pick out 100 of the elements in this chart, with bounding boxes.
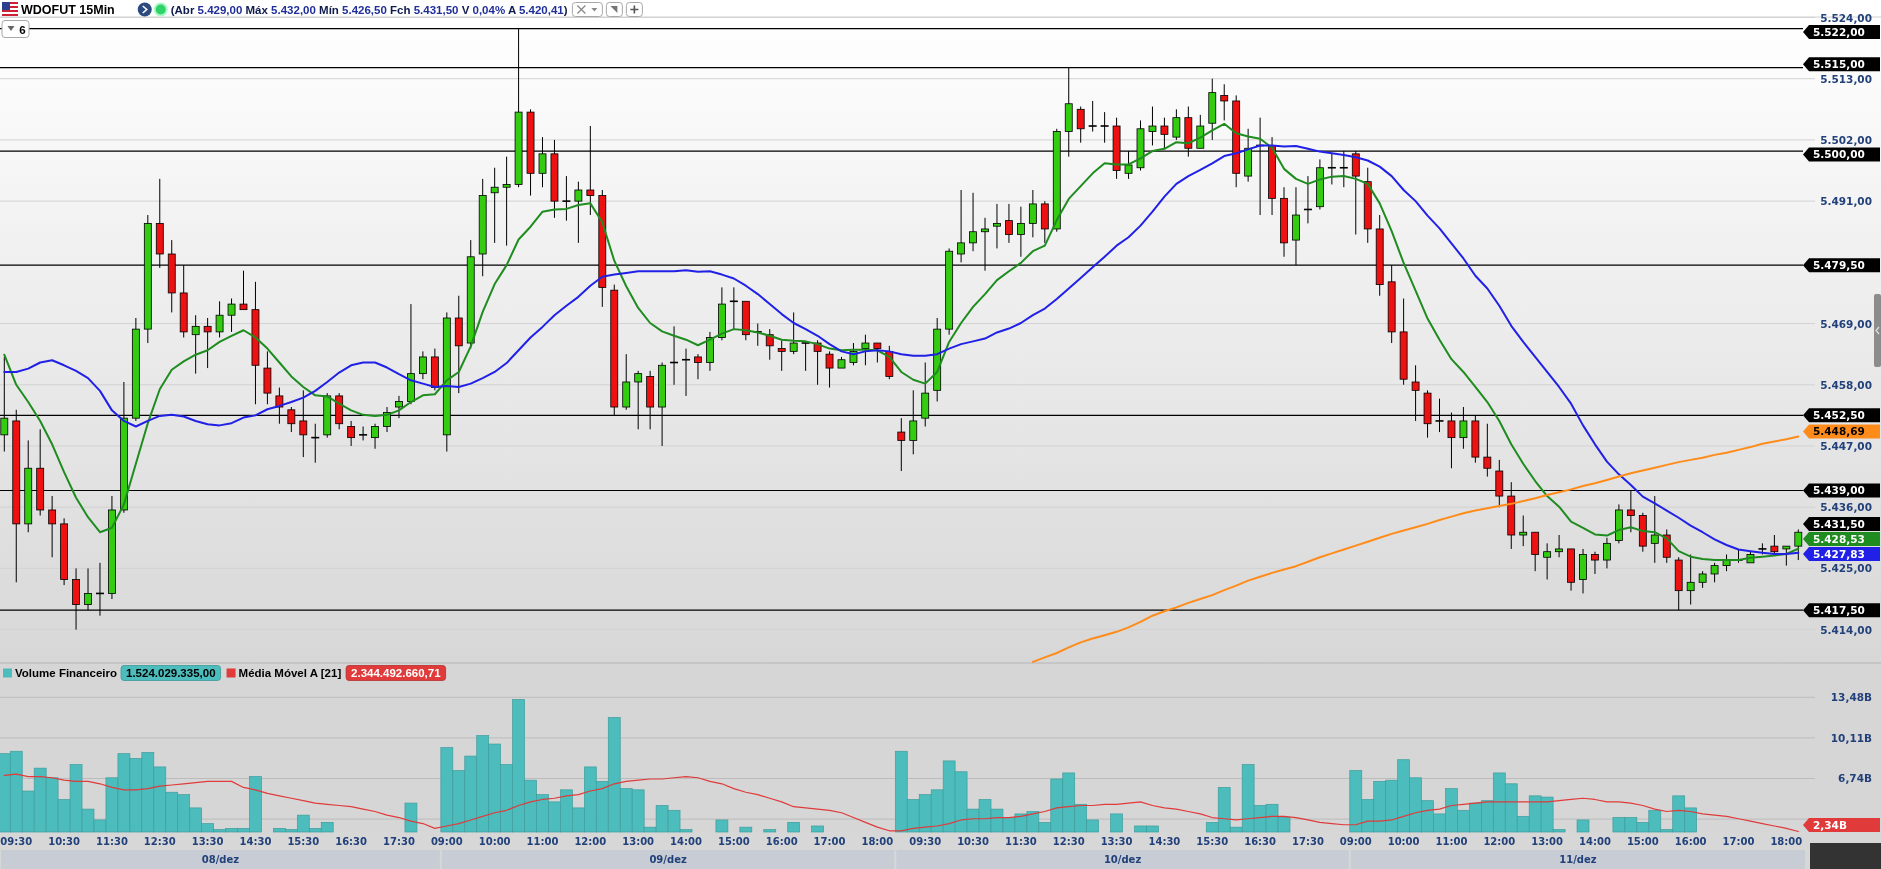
x-tick-label: 15:30 <box>287 836 320 847</box>
candlestick <box>1160 117 1169 149</box>
x-tick-label: 10:30 <box>48 836 81 847</box>
candlestick <box>574 181 583 244</box>
text: 09/dez <box>649 854 687 865</box>
x-tick-label: 17:30 <box>1292 836 1324 847</box>
x-tick-label: 12:00 <box>574 836 607 847</box>
candlestick <box>419 350 427 380</box>
x-tick-label: 18:00 <box>1770 836 1803 847</box>
candlestick <box>1087 100 1098 133</box>
y-tick-label: 5.414,00 <box>1820 623 1872 636</box>
y-tick-label: 13,48B <box>1830 691 1872 704</box>
line-series <box>3 773 1799 833</box>
x-tick-label: 15:00 <box>717 836 750 847</box>
candlestick <box>873 342 882 364</box>
candlestick <box>1770 534 1779 555</box>
x-tick-label: 14:30 <box>1148 836 1181 847</box>
candlestick <box>239 270 248 311</box>
ref-line-label: 5.500,00 <box>1813 148 1865 161</box>
y-tick-label: 5.458,00 <box>1820 378 1872 391</box>
x-tick-label: 15:30 <box>1196 836 1229 847</box>
x-tick-label: 13:30 <box>191 836 224 847</box>
x-tick-label: 12:00 <box>1483 836 1516 847</box>
y-tick-label: 6,74B <box>1838 772 1872 785</box>
x-tick-label: 12:30 <box>143 836 176 847</box>
annotation: 1.524.029.335,00 <box>126 667 216 679</box>
candlestick <box>1005 203 1013 244</box>
x-tick-label: 15:00 <box>1626 836 1659 847</box>
legend-label: Média Móvel A [21] <box>238 667 342 679</box>
candlestick <box>777 339 786 372</box>
data-label: 5.427,83 <box>1813 547 1865 560</box>
candlestick <box>729 286 739 330</box>
y-tick-label: 5.425,00 <box>1820 562 1872 575</box>
y-tick-label: 5.447,00 <box>1820 439 1872 452</box>
candlestick <box>1662 528 1671 564</box>
annotation: 6 <box>19 23 26 36</box>
x-tick-label: 09:00 <box>1339 836 1372 847</box>
x-tick-label: 17:00 <box>813 836 846 847</box>
annotation: 2.344.492.660,71 <box>351 667 442 679</box>
candlestick <box>957 189 965 263</box>
x-tick-label: 16:30 <box>1244 836 1277 847</box>
x-tick-label: 13:00 <box>622 836 655 847</box>
candlestick <box>502 156 511 247</box>
candlestick <box>1543 542 1552 581</box>
x-tick-label: 11:30 <box>96 836 128 847</box>
x-tick-label: 10:30 <box>957 836 990 847</box>
data-label: 5.448,69 <box>1813 425 1865 438</box>
candlestick <box>1483 423 1492 478</box>
candlestick <box>215 300 224 338</box>
candlestick <box>1555 534 1563 558</box>
candlestick <box>1172 108 1181 141</box>
y-tick-label: 5.524,00 <box>1820 11 1872 24</box>
candlestick <box>789 311 798 355</box>
x-tick-label: 11:30 <box>1004 836 1037 847</box>
candlestick <box>993 203 1001 249</box>
candlestick <box>1603 537 1611 569</box>
candlestick <box>227 298 236 333</box>
y-tick-label: 5.436,00 <box>1820 501 1872 514</box>
y-tick-label: 5.491,00 <box>1820 195 1872 208</box>
candlestick <box>1076 106 1085 144</box>
line-series <box>1031 435 1800 663</box>
candlestick <box>681 348 691 397</box>
candlestick <box>490 167 499 244</box>
data-label: 2,34B <box>1813 819 1847 831</box>
x-tick-label: 18:00 <box>861 836 894 847</box>
data-label: 5.428,53 <box>1813 532 1865 545</box>
candlestick <box>48 495 57 558</box>
candlestick <box>347 420 356 447</box>
candlestick <box>371 423 379 450</box>
x-tick-label: 10:00 <box>478 836 511 847</box>
x-tick-label: 11:00 <box>526 836 559 847</box>
candlestick <box>897 417 906 472</box>
ref-line-label: 5.452,50 <box>1813 409 1865 422</box>
text: 11/dez <box>1559 854 1597 865</box>
x-tick-label: 09:30 <box>0 836 33 847</box>
candlestick <box>694 353 702 380</box>
ref-line-label: 5.515,00 <box>1813 58 1865 71</box>
x-tick-label: 14:00 <box>1579 836 1611 847</box>
candlestick <box>861 334 870 366</box>
text: 10/dez <box>1103 854 1142 865</box>
candlestick <box>1327 153 1337 185</box>
candlestick <box>1650 495 1659 564</box>
candlestick <box>191 314 200 375</box>
candlestick <box>969 192 977 252</box>
candlestick <box>1591 551 1599 575</box>
x-tick-label: 09:00 <box>430 836 463 847</box>
candlestick <box>1782 545 1791 567</box>
candlestick <box>1710 562 1719 583</box>
x-tick-label: 11:00 <box>1435 836 1468 847</box>
candlestick <box>1148 106 1157 146</box>
x-tick-label: 16:30 <box>335 836 368 847</box>
annotation: 5.431,50 <box>1813 517 1865 530</box>
candlestick <box>358 426 368 441</box>
x-tick-label: 13:00 <box>1531 836 1564 847</box>
candlestick <box>825 350 834 389</box>
chart-title: WDOFUT 15Min <box>21 2 115 17</box>
candlestick <box>1220 83 1229 121</box>
candlestick <box>800 342 811 372</box>
y-tick-label: 5.469,00 <box>1820 317 1872 330</box>
x-tick-label: 09:30 <box>909 836 942 847</box>
